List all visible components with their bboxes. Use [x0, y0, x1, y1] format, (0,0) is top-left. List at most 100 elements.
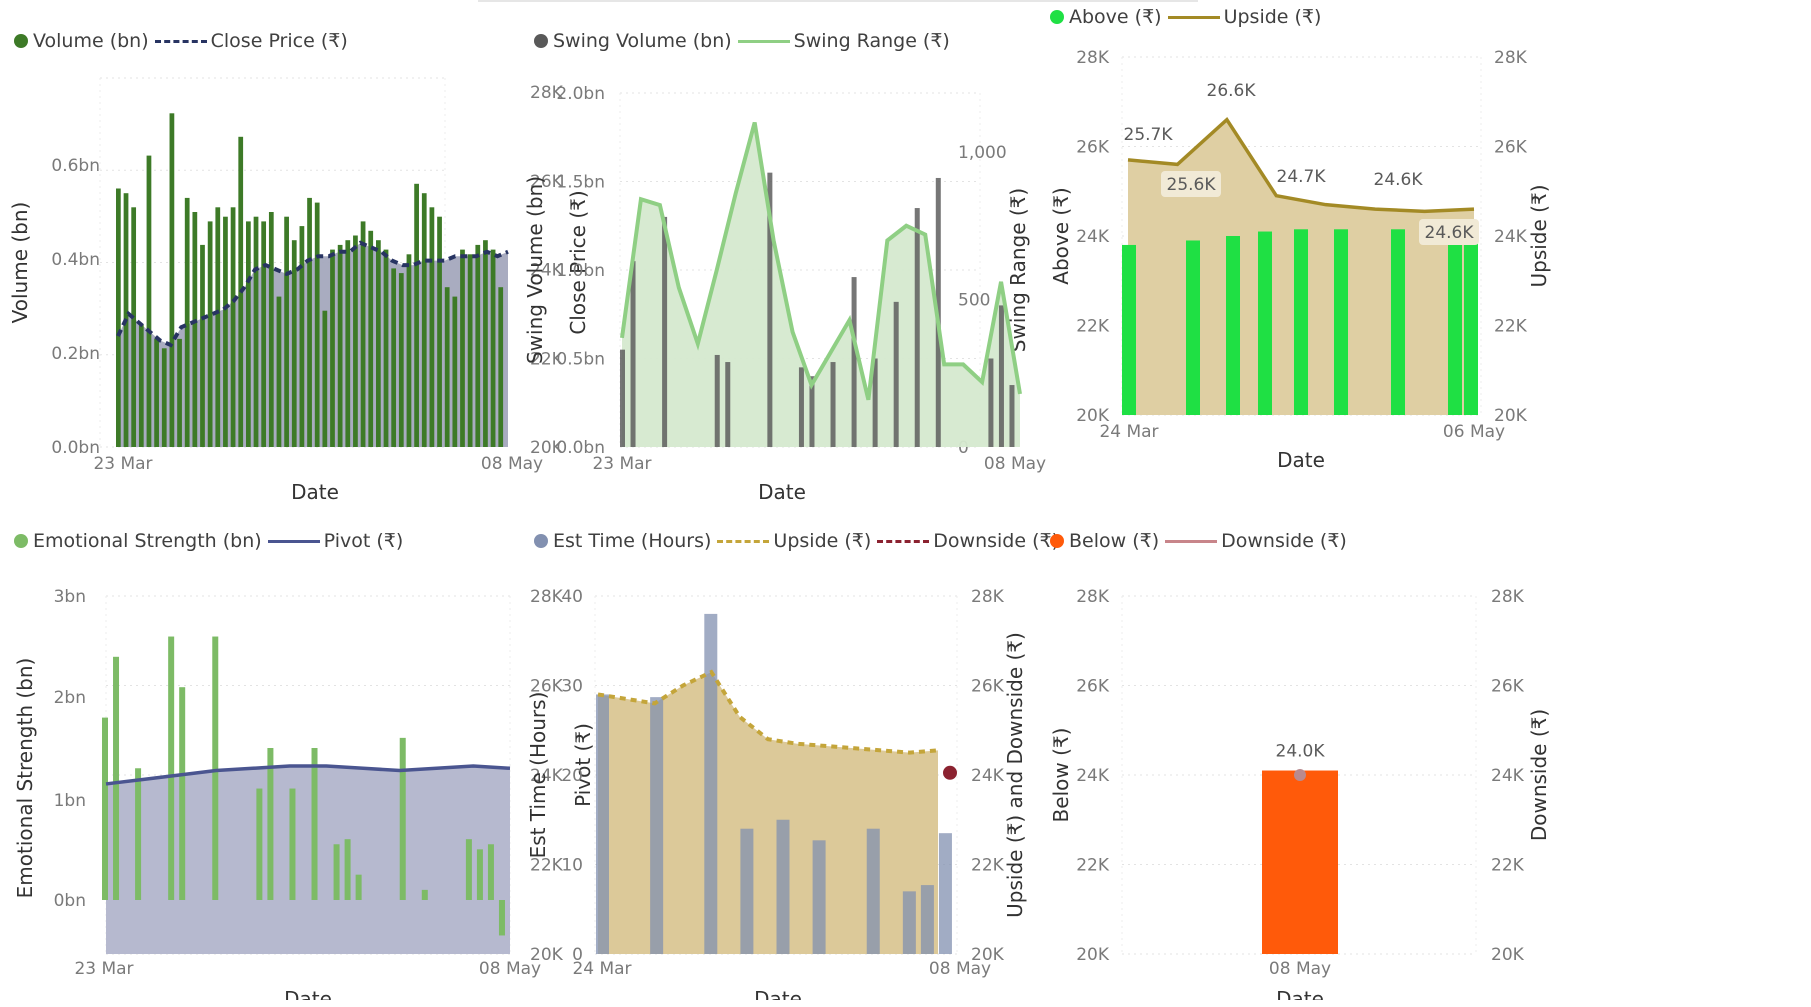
y2-tick-label: 26K — [971, 677, 1005, 697]
y2-tick-label: 22K — [530, 349, 564, 369]
x-tick-label: 08 May — [481, 454, 543, 474]
volume-bar — [268, 212, 274, 447]
legend-item: Below (₹) — [1050, 530, 1159, 552]
volume-bar — [391, 268, 397, 447]
y-tick-label: 2bn — [54, 688, 86, 708]
legend: Volume (bn) Close Price (₹) — [14, 30, 354, 52]
volume-bar — [261, 221, 267, 447]
est-time-bar — [596, 694, 609, 954]
legend-marker — [154, 39, 207, 43]
legend-marker — [877, 539, 930, 543]
y2-tick-label: 24K — [971, 766, 1005, 786]
close-price-line — [116, 240, 509, 348]
emotional-strength-pivot-chart: 0bn 1bn 2bn 3bn 20K 22K 24K 26K 28K 23 Mar 08 May D… — [0, 500, 600, 1000]
above-bar — [1334, 229, 1348, 415]
chart-svg: 20K 22K 24K 26K 28K 20K 22K 24K 26K 28K 08 May Date… — [1049, 587, 1551, 1000]
swing-range-line — [620, 121, 1022, 401]
est-time-bar — [704, 613, 718, 954]
y2-tick-label: 24K — [530, 261, 564, 281]
legend-marker — [534, 34, 548, 48]
volume-bar — [161, 348, 167, 447]
legend-marker — [14, 534, 28, 548]
pivot-area — [106, 766, 510, 954]
volume-bar — [330, 249, 335, 447]
legend-marker — [1050, 534, 1064, 548]
y2-tick-label: 22K — [530, 856, 564, 876]
emotional-strength-bar — [333, 844, 340, 900]
data-label: 24.7K — [1277, 167, 1327, 187]
legend: Est Time (Hours) Upside (₹) Downside (₹) — [534, 530, 1065, 552]
legend-label: Swing Volume (bn) — [553, 30, 732, 52]
volume-bar — [314, 202, 320, 447]
volume-bar — [414, 183, 419, 448]
y2-tick-label: 22K — [1494, 317, 1528, 337]
upside-line — [597, 669, 939, 755]
volume-bar — [452, 296, 458, 447]
legend: Swing Volume (bn) Swing Range (₹) — [534, 30, 956, 52]
y-tick-label: 2.0bn — [556, 84, 605, 104]
x-axis-title: Date — [291, 480, 339, 500]
y-axis-title: Above (₹) — [1049, 187, 1073, 284]
volume-bar — [223, 216, 228, 447]
y2-tick-label: 20K — [1494, 406, 1528, 426]
data-label: 25.6K — [1167, 175, 1217, 195]
y-tick-label: 0.4bn — [51, 250, 100, 270]
y2-tick-label: 28K — [530, 587, 564, 607]
y2-tick-label: 22K — [971, 856, 1005, 876]
swing-volume-bar — [1009, 385, 1015, 447]
x-tick-label: 23 Mar — [592, 454, 651, 474]
volume-bar — [460, 249, 465, 447]
y-tick-label: 0.0bn — [51, 438, 100, 458]
emotional-strength-bar — [212, 636, 219, 900]
y2-axis-title: Upside (₹) and Downside (₹) — [1003, 632, 1027, 918]
volume-close-price-chart: 0.0bn 0.2bn 0.4bn 0.6bn 20K 22K 24K 26K 28K 23 Ma… — [0, 0, 600, 500]
y-tick-label: 1.5bn — [556, 173, 605, 193]
y-tick-label: 30 — [561, 677, 583, 697]
y-tick-label: 0.0bn — [556, 438, 605, 458]
legend-label: Upside (₹) — [773, 530, 872, 552]
legend-label: Upside (₹) — [1223, 6, 1322, 28]
emotional-strength-bar — [344, 839, 351, 900]
emotional-strength-bar — [355, 874, 362, 900]
y2-tick-label: 24K — [530, 766, 564, 786]
legend-label: Est Time (Hours) — [553, 530, 712, 552]
y2-tick-label: 20K — [530, 945, 564, 965]
y-tick-label: 3bn — [54, 587, 86, 607]
data-label: 24.0K — [1276, 742, 1326, 762]
upside-area — [598, 672, 938, 954]
emotional-strength-bar — [113, 656, 120, 900]
est-time-bar — [920, 885, 934, 954]
chart-svg: 0 10 20 30 40 20K 22K 24K 26K 28K 24 Mar 08 May Date… — [526, 587, 1027, 1000]
y2-tick-label: 28K — [971, 587, 1005, 607]
swing-volume-range-chart: 0.0bn 0.5bn 1.0bn 1.5bn 2.0bn 0 500 1,000 23 Mar… — [520, 0, 1120, 500]
est-time-bar — [812, 840, 826, 954]
y2-tick-label: 0 — [958, 438, 969, 458]
y2-tick-label: 24K — [1491, 766, 1525, 786]
above-bar — [1391, 229, 1405, 415]
swing-volume-bar — [893, 301, 899, 447]
upside-line — [1127, 116, 1475, 214]
volume-bar — [184, 197, 190, 447]
legend-item: Est Time (Hours) — [534, 530, 711, 552]
volume-bar — [192, 212, 198, 447]
x-tick-label: 08 May — [479, 959, 541, 979]
volume-bar — [200, 244, 205, 447]
volume-bar — [230, 207, 236, 447]
legend-marker — [1050, 10, 1064, 24]
y-tick-label: 10 — [561, 856, 583, 876]
y2-axis-title: Downside (₹) — [1527, 709, 1551, 841]
y-tick-label: 26K — [1076, 138, 1110, 158]
swing-range-area — [622, 122, 1020, 447]
data-label-box — [1419, 219, 1479, 245]
pivot-line — [105, 764, 511, 786]
above-bar — [1122, 244, 1136, 415]
volume-bar — [284, 216, 289, 447]
emotional-strength-bar — [399, 737, 406, 900]
above-bar — [1448, 236, 1462, 415]
x-tick-label: 08 May — [929, 959, 991, 979]
legend-item: Pivot (₹) — [267, 530, 403, 552]
y-tick-label: 22K — [1076, 856, 1110, 876]
volume-bar — [276, 296, 282, 447]
x-axis-title: Date — [1277, 448, 1325, 472]
legend-marker — [737, 39, 790, 43]
